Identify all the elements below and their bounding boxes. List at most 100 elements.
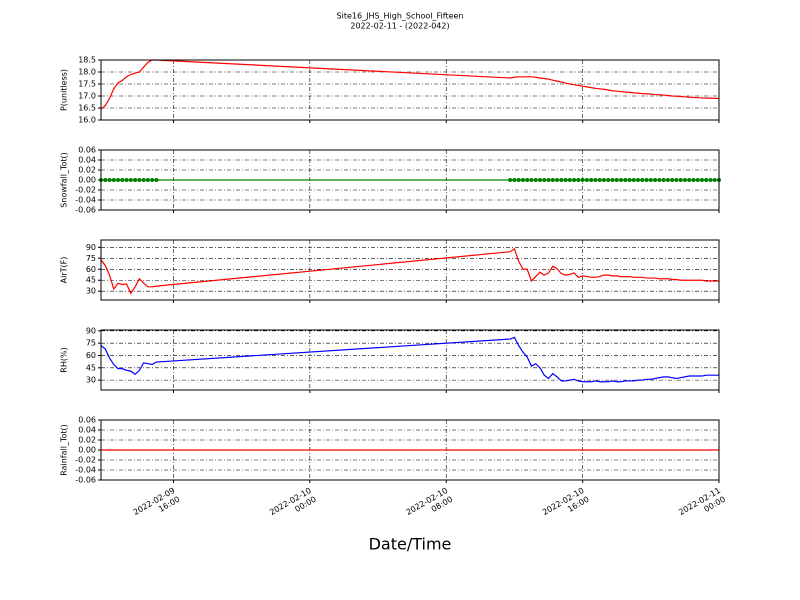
panel-frame xyxy=(100,59,720,121)
data-point xyxy=(704,178,709,182)
data-point xyxy=(623,178,628,182)
data-point xyxy=(537,178,542,182)
data-point xyxy=(111,178,116,182)
data-point xyxy=(699,178,704,182)
data-point xyxy=(128,178,133,182)
x-tick-label: 2022-02-1016:00 xyxy=(541,486,591,526)
y-tick-label: 75 xyxy=(86,254,96,263)
y-tick-label: 60 xyxy=(86,265,96,274)
y-tick-label: -0.02 xyxy=(75,456,96,465)
y-tick-label: 0.02 xyxy=(78,166,96,175)
y-tick-label: 45 xyxy=(86,363,96,372)
data-point xyxy=(124,178,129,182)
data-point xyxy=(567,178,572,182)
data-point xyxy=(572,178,577,182)
data-point xyxy=(133,178,138,182)
data-point xyxy=(601,178,606,182)
data-point xyxy=(678,178,683,182)
panel-frame xyxy=(100,149,720,211)
y-axis-label: AirT(F) xyxy=(60,257,69,284)
x-tick-label: 2022-02-1100:00 xyxy=(677,486,727,526)
y-tick-label: -0.02 xyxy=(75,186,96,195)
data-point xyxy=(657,178,662,182)
data-point xyxy=(691,178,696,182)
data-point xyxy=(618,178,623,182)
y-tick-label: 17.5 xyxy=(78,80,96,89)
y-tick-label: 16.0 xyxy=(78,116,96,125)
y-tick-label: 0.00 xyxy=(78,176,96,185)
data-point xyxy=(120,178,125,182)
y-tick-label: 90 xyxy=(86,243,96,252)
data-point xyxy=(546,178,551,182)
panel-frame xyxy=(100,419,720,481)
data-point xyxy=(695,178,700,182)
data-point xyxy=(525,178,530,182)
data-point xyxy=(687,178,692,182)
chart-subtitle: 2022-02-11 - (2022-042) xyxy=(350,22,449,31)
data-point xyxy=(508,178,513,182)
panel-frame xyxy=(100,239,720,301)
data-point xyxy=(141,178,146,182)
data-point xyxy=(606,178,611,182)
data-point xyxy=(107,178,112,182)
data-point xyxy=(708,178,713,182)
y-tick-label: 30 xyxy=(86,376,96,385)
y-axis-label: Snowfall_Tot() xyxy=(60,152,69,208)
data-point xyxy=(589,178,594,182)
data-point xyxy=(555,178,560,182)
data-point xyxy=(145,178,150,182)
data-point xyxy=(529,178,534,182)
data-point xyxy=(614,178,619,182)
y-tick-label: 0.02 xyxy=(78,436,96,445)
chart-title: Site16_JHS_High_School_Fifteen xyxy=(337,12,464,21)
data-point xyxy=(563,178,568,182)
data-point xyxy=(674,178,679,182)
data-point xyxy=(576,178,581,182)
data-point xyxy=(636,178,641,182)
y-tick-label: 75 xyxy=(86,339,96,348)
y-tick-label: 0.06 xyxy=(78,416,96,425)
data-point xyxy=(580,178,585,182)
y-tick-label: 90 xyxy=(86,326,96,335)
data-point xyxy=(648,178,653,182)
y-tick-label: 45 xyxy=(86,276,96,285)
data-point xyxy=(653,178,658,182)
data-point xyxy=(712,178,717,182)
x-tick-label: 2022-02-0916:00 xyxy=(132,486,182,526)
data-point xyxy=(542,178,547,182)
y-tick-label: 0.04 xyxy=(78,156,96,165)
y-tick-label: 0.00 xyxy=(78,446,96,455)
data-point xyxy=(631,178,636,182)
x-tick-label: 2022-02-1008:00 xyxy=(404,486,454,526)
y-tick-label: 18.5 xyxy=(78,56,96,65)
y-tick-label: -0.04 xyxy=(75,466,96,475)
y-tick-label: -0.04 xyxy=(75,196,96,205)
y-tick-label: 18.0 xyxy=(78,68,96,77)
data-point xyxy=(154,178,159,182)
data-point xyxy=(516,178,521,182)
y-tick-label: -0.06 xyxy=(75,206,96,215)
data-point xyxy=(682,178,687,182)
data-point xyxy=(593,178,598,182)
data-point xyxy=(670,178,675,182)
panel-frame xyxy=(100,329,720,391)
y-axis-label: P(unitless) xyxy=(60,69,69,111)
data-point xyxy=(661,178,666,182)
data-point xyxy=(137,178,142,182)
data-point xyxy=(644,178,649,182)
data-line xyxy=(100,336,719,383)
y-tick-label: -0.06 xyxy=(75,476,96,485)
data-point xyxy=(640,178,645,182)
data-point xyxy=(103,178,108,182)
data-point xyxy=(584,178,589,182)
data-point xyxy=(520,178,525,182)
y-tick-label: 0.04 xyxy=(78,426,96,435)
x-axis-label: Date/Time xyxy=(369,535,452,554)
y-tick-label: 30 xyxy=(86,287,96,296)
x-tick-label: 2022-02-1000:00 xyxy=(268,486,318,526)
y-tick-label: 0.06 xyxy=(78,146,96,155)
data-point xyxy=(665,178,670,182)
data-point xyxy=(150,178,155,182)
